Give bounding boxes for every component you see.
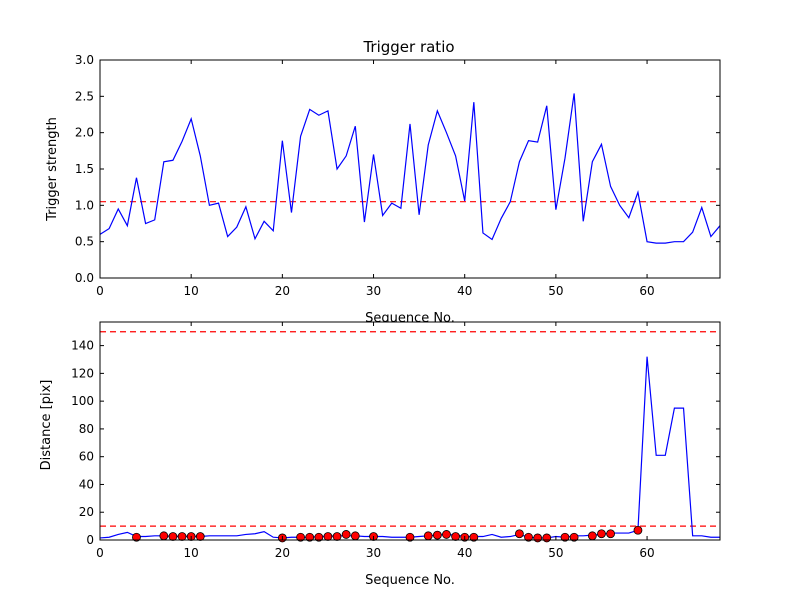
- data-point: [469, 532, 479, 542]
- data-point: [177, 532, 187, 541]
- distance-series-layer: [99, 331, 720, 543]
- y-tick-label: 40: [79, 477, 94, 491]
- plot-background: [100, 322, 720, 540]
- series-line: [99, 93, 721, 244]
- data-point: [432, 530, 442, 540]
- y-tick-label: 140: [71, 339, 94, 353]
- chart-distance: 0 10 20 30 40 50 60 0 20 40 60 80 100 120 140 Sequence…: [39, 321, 721, 588]
- x-tick-label: 10: [184, 284, 199, 298]
- data-point: [515, 529, 524, 539]
- x-tick-label: 40: [457, 284, 472, 298]
- x-axis-label: Sequence No.: [365, 573, 455, 588]
- chart-title: Trigger ratio: [362, 38, 454, 56]
- data-point: [524, 532, 533, 542]
- data-point: [332, 532, 342, 541]
- y-tick-label: 2.0: [75, 126, 94, 140]
- data-point: [314, 532, 324, 542]
- trigger-series-layer: [99, 93, 721, 244]
- y-tick-label: 20: [79, 505, 94, 519]
- tick-layer: 0 10 20 30 40 50 60 0 20 40 60 80 100 120 140: [71, 322, 720, 560]
- y-tick-label: 1.5: [75, 162, 94, 176]
- x-tick-label: 60: [639, 284, 654, 298]
- data-point: [533, 533, 543, 543]
- data-point: [606, 529, 615, 539]
- data-point: [542, 533, 552, 543]
- y-tick-label: 120: [71, 366, 94, 380]
- y-tick-label: 0: [86, 533, 94, 547]
- x-tick-label: 40: [457, 546, 472, 560]
- data-point: [451, 532, 460, 541]
- data-point: [296, 532, 305, 542]
- x-tick-label: 10: [184, 546, 199, 560]
- tick-layer: 0 10 20 30 40 50 60 0.0 0.5 1.0 1.5 2.0 2.5 3.0: [75, 53, 720, 298]
- plot-frame: [99, 321, 721, 541]
- data-point: [168, 532, 178, 541]
- data-point: [159, 531, 169, 541]
- y-tick-label: 2.5: [75, 89, 94, 103]
- data-point: [323, 532, 333, 541]
- data-point: [569, 532, 579, 542]
- data-point: [195, 532, 205, 541]
- y-tick-label: 0.5: [75, 235, 94, 249]
- y-tick-label: 60: [79, 450, 94, 464]
- x-tick-label: 20: [275, 284, 290, 298]
- x-tick-label: 30: [366, 284, 381, 298]
- data-point: [305, 532, 315, 542]
- data-point: [560, 532, 570, 542]
- data-point: [587, 531, 597, 541]
- x-tick-label: 0: [96, 546, 104, 560]
- y-axis-label: Distance [pix]: [39, 380, 54, 471]
- data-point: [405, 532, 415, 542]
- data-point: [442, 530, 451, 539]
- x-tick-label: 30: [366, 546, 381, 560]
- x-tick-label: 60: [639, 546, 654, 560]
- x-tick-label: 20: [275, 546, 290, 560]
- x-tick-label: 0: [96, 284, 104, 298]
- y-tick-label: 100: [71, 394, 94, 408]
- data-point: [350, 531, 360, 541]
- y-tick-label: 0.0: [75, 271, 94, 285]
- chart-trigger-ratio: Trigger ratio 0 10 20 30 40 50 60 0.0 0.5 1.0 1.5 2…: [45, 38, 721, 326]
- data-point: [132, 532, 141, 542]
- data-point: [597, 529, 606, 539]
- data-point: [423, 531, 433, 541]
- y-tick-label: 1.0: [75, 198, 94, 212]
- x-tick-label: 50: [548, 546, 563, 560]
- data-point: [633, 525, 643, 535]
- y-axis-label: Trigger strength: [45, 117, 60, 222]
- y-tick-label: 80: [79, 422, 94, 436]
- data-point: [341, 530, 351, 539]
- x-tick-label: 50: [548, 284, 563, 298]
- y-tick-label: 3.0: [75, 53, 94, 67]
